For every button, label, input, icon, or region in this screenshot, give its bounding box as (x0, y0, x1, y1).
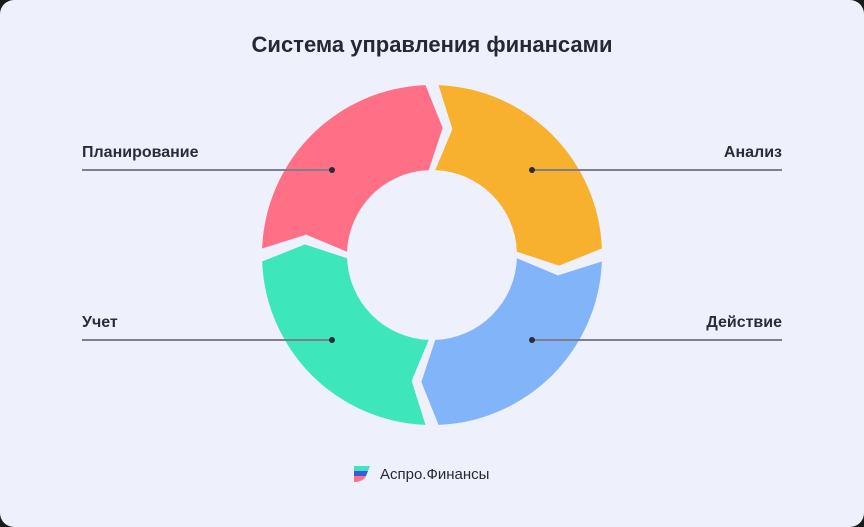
marker-dot-planning (329, 167, 335, 173)
segment-action (262, 244, 429, 425)
leader-line-planning (82, 169, 332, 171)
diagram-title: Система управления финансами (251, 32, 613, 57)
marker-dot-accounting (329, 337, 335, 343)
segment-planning (435, 85, 602, 266)
marker-dot-action (529, 337, 535, 343)
label-planning: Планирование (82, 144, 199, 161)
brand-name: Аспро.Финансы (380, 465, 490, 483)
leader-line-accounting (82, 339, 332, 341)
brand: Аспро.Финансы (352, 464, 489, 484)
leader-line-action (532, 339, 782, 341)
brand-logo-icon (354, 466, 370, 482)
segment-analysis (421, 258, 602, 425)
marker-dot-analysis (529, 167, 535, 173)
label-analysis: Анализ (723, 144, 782, 161)
label-action: Действие (706, 314, 782, 331)
leader-line-analysis (532, 169, 782, 171)
segment-accounting (262, 85, 443, 252)
label-accounting: Учет (82, 314, 118, 331)
